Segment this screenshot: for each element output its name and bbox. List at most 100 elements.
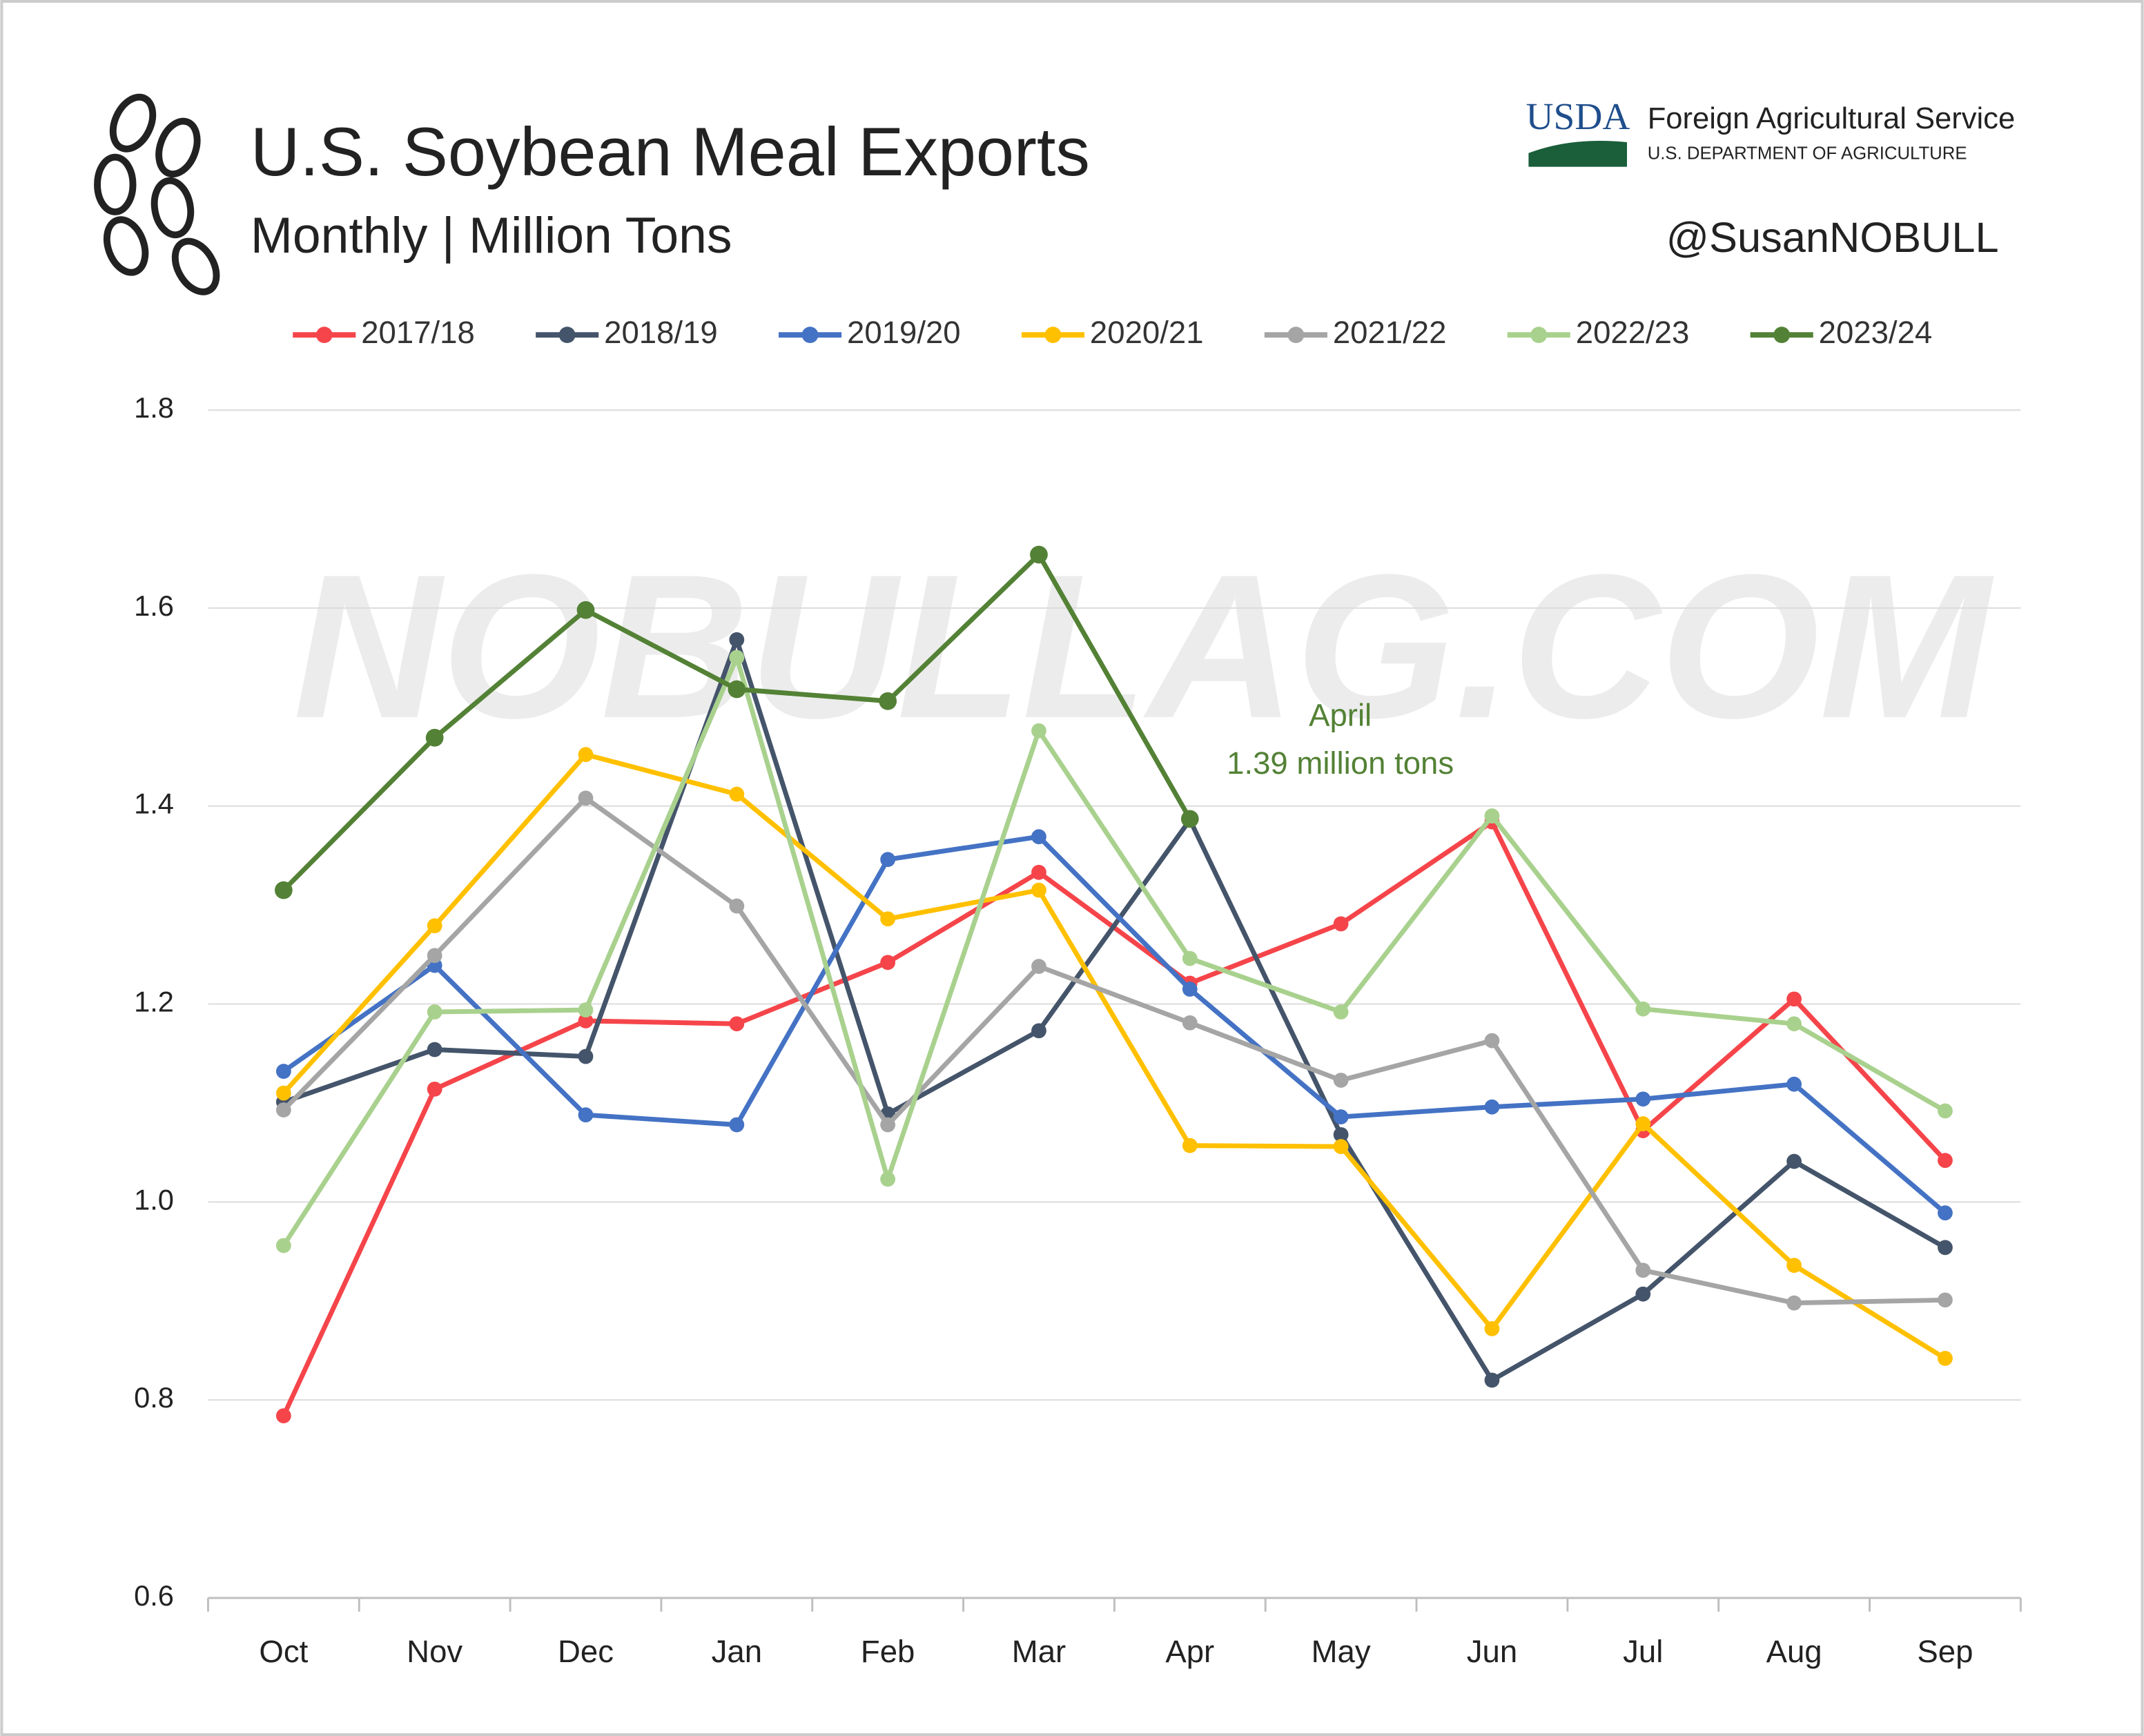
data-point	[1635, 1262, 1651, 1278]
data-point	[1484, 1321, 1500, 1336]
data-point	[578, 1107, 594, 1123]
department: U.S. DEPARTMENT OF AGRICULTURE	[1648, 144, 1967, 164]
data-point	[1333, 1004, 1349, 1020]
x-tick-label: Aug	[1766, 1634, 1822, 1669]
usda-logo: USDA	[1526, 95, 1630, 137]
data-point	[1180, 810, 1199, 828]
data-point	[275, 1408, 291, 1424]
data-point	[427, 1004, 442, 1020]
legend-marker	[801, 326, 819, 344]
series-line	[281, 655, 1947, 1247]
series	[275, 790, 1953, 1311]
data-point	[729, 1117, 745, 1133]
x-tick-label: Jun	[1467, 1634, 1517, 1669]
data-point	[1786, 1153, 1802, 1169]
y-tick-label: 1.8	[134, 391, 174, 424]
x-tick-label: Apr	[1165, 1634, 1214, 1669]
y-tick-label: 0.8	[134, 1381, 174, 1414]
series-line	[282, 834, 1947, 1215]
legend-label: 2019/20	[847, 315, 961, 350]
data-point	[1484, 808, 1500, 823]
data-point	[578, 1013, 594, 1028]
legend-label: 2022/23	[1576, 315, 1690, 350]
series	[274, 545, 1199, 899]
data-point	[275, 1064, 291, 1079]
data-point	[1182, 950, 1198, 966]
data-point	[275, 1102, 291, 1118]
data-point	[1333, 1109, 1349, 1124]
handle: @SusanNOBULL	[1666, 214, 1999, 262]
data-point	[427, 1042, 442, 1057]
data-point	[427, 1081, 442, 1097]
data-point	[1484, 1099, 1500, 1115]
annotation: 1.39 million tons	[1227, 745, 1454, 781]
series	[275, 650, 1953, 1254]
data-point	[1938, 1153, 1953, 1169]
chart-title: U.S. Soybean Meal Exports	[251, 113, 1090, 190]
data-point	[427, 948, 442, 964]
legend-marker	[1530, 326, 1548, 344]
y-tick-label: 1.0	[134, 1183, 174, 1216]
usda-logo-field	[1528, 140, 1628, 167]
x-tick-label: Oct	[259, 1634, 308, 1669]
data-point	[1635, 1116, 1651, 1131]
data-point	[1786, 1295, 1802, 1311]
legend-label: 2017/18	[361, 315, 475, 350]
legend-marker	[1044, 326, 1062, 344]
soybean-icon	[94, 93, 220, 295]
data-point	[1182, 982, 1198, 997]
watermark: NOBULLAG.COM	[293, 531, 1996, 761]
data-point	[1333, 1073, 1349, 1088]
data-point	[1182, 1138, 1198, 1153]
data-point	[1938, 1205, 1953, 1221]
data-point	[1031, 723, 1046, 739]
legend-label: 2018/19	[604, 315, 718, 350]
data-point	[1786, 991, 1802, 1007]
data-point	[1484, 1372, 1500, 1388]
legend-marker	[558, 326, 576, 344]
data-point	[425, 728, 444, 747]
data-point	[578, 747, 594, 763]
data-point	[1030, 545, 1048, 564]
x-tick-label: May	[1312, 1634, 1371, 1669]
data-point	[1938, 1240, 1953, 1256]
x-tick-label: Feb	[861, 1634, 915, 1669]
agency: Foreign Agricultural Service	[1648, 102, 2015, 135]
y-tick-label: 1.2	[134, 986, 174, 1018]
legend-marker	[1773, 326, 1791, 344]
data-point	[1635, 1001, 1651, 1017]
legend-marker	[315, 326, 333, 344]
data-point	[1031, 882, 1046, 898]
data-point	[729, 786, 745, 802]
data-point	[1333, 1139, 1349, 1154]
data-point	[1333, 916, 1349, 932]
data-point	[729, 632, 745, 647]
data-point	[1031, 829, 1046, 845]
data-point	[880, 1171, 896, 1187]
data-point	[1031, 864, 1046, 880]
x-tick-label: Nov	[407, 1634, 462, 1669]
data-point	[879, 692, 897, 710]
y-tick-label: 1.4	[134, 788, 174, 820]
x-tick-label: Dec	[558, 1634, 614, 1669]
data-point	[1938, 1103, 1953, 1119]
data-point	[1333, 1127, 1349, 1142]
data-point	[1031, 959, 1046, 974]
data-point	[1031, 1023, 1046, 1039]
data-point	[578, 1002, 594, 1018]
data-point	[578, 790, 594, 806]
data-point	[880, 911, 896, 927]
data-point	[1938, 1351, 1953, 1366]
series-line	[282, 795, 1945, 1306]
data-point	[576, 601, 595, 619]
legend-label: 2023/24	[1819, 315, 1933, 350]
x-tick-label: Jul	[1623, 1634, 1663, 1669]
data-point	[1938, 1292, 1953, 1308]
legend-label: 2021/22	[1333, 315, 1447, 350]
data-point	[880, 852, 896, 868]
data-point	[1786, 1016, 1802, 1032]
data-point	[427, 918, 442, 934]
data-point	[880, 1117, 896, 1133]
data-point	[729, 650, 745, 665]
chart-subtitle: Monthly | Million Tons	[251, 207, 732, 264]
